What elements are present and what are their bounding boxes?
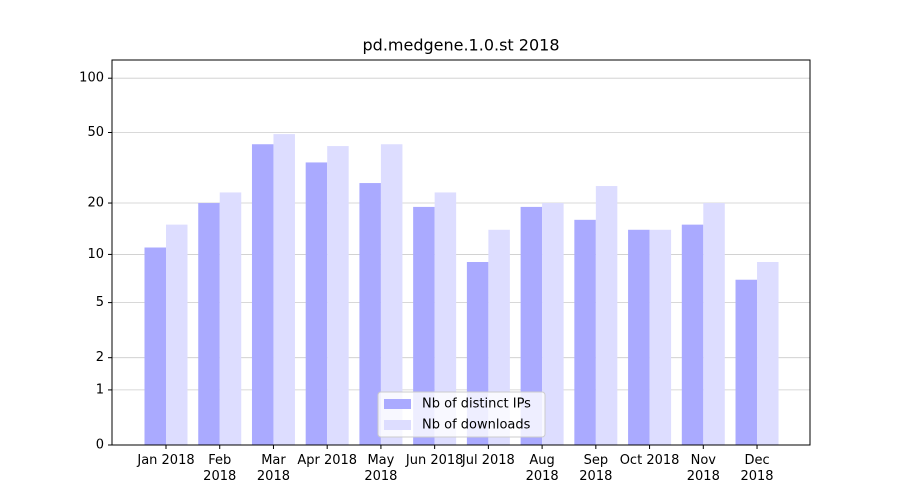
bar (413, 206, 435, 445)
legend-label: Nb of distinct IPs (422, 397, 531, 412)
legend: Nb of distinct IPs Nb of downloads (377, 391, 546, 438)
bar (488, 229, 510, 445)
x-tick-label: Apr 2018 (297, 453, 358, 468)
x-tick-label: Jun 2018 (405, 453, 464, 468)
x-tick-label: Sep 2018 (579, 453, 613, 484)
bar (757, 261, 779, 445)
y-tick-label: 1 (96, 382, 104, 397)
x-tick-label: Oct 2018 (619, 453, 680, 468)
x-tick-label: Mar 2018 (256, 453, 290, 484)
y-tick-label: 100 (79, 71, 104, 86)
bar (520, 206, 543, 445)
legend-swatch (384, 399, 411, 409)
x-tick-label: May 2018 (364, 453, 398, 484)
chart-title: pd.medgene.1.0.st 2018 (363, 36, 560, 55)
bar (327, 146, 349, 445)
y-tick-label: 5 (96, 295, 104, 310)
bar (273, 134, 295, 445)
bar (305, 162, 328, 445)
bar (574, 219, 596, 445)
bar (703, 203, 725, 445)
bar (649, 229, 672, 445)
legend-swatch (384, 420, 411, 430)
bar (595, 186, 618, 445)
plot-frame (111, 59, 811, 446)
legend-label: Nb of downloads (422, 418, 531, 433)
bar (359, 183, 381, 445)
y-tick-label: 10 (87, 247, 104, 262)
x-tick-label: Jan 2018 (137, 453, 195, 468)
x-tick-label: Feb 2018 (203, 453, 237, 484)
bar (735, 279, 758, 445)
bar (219, 192, 242, 445)
bar (251, 144, 274, 445)
legend-box (377, 391, 546, 438)
x-tick-label: Aug 2018 (525, 453, 559, 484)
bar (628, 229, 650, 445)
x-tick-label: Dec 2018 (740, 453, 774, 484)
bar (681, 224, 704, 445)
x-tick-label: Jul 2018 (461, 453, 515, 468)
bar (380, 144, 403, 445)
bar (434, 192, 457, 445)
y-tick-label: 50 (87, 125, 104, 140)
bar (542, 203, 564, 445)
x-tick-label: Nov 2018 (686, 453, 720, 484)
bar (144, 247, 166, 445)
bar (166, 224, 188, 445)
bar (198, 203, 220, 445)
y-tick-label: 0 (96, 438, 104, 453)
y-tick-label: 2 (96, 350, 104, 365)
y-tick-label: 20 (87, 196, 104, 211)
